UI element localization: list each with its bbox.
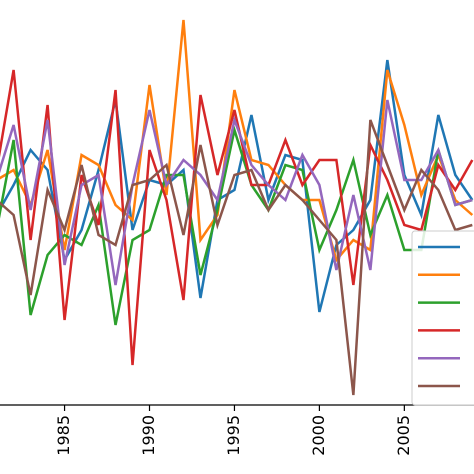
- series-line: [0, 69, 474, 366]
- series-line: [0, 119, 473, 396]
- x-tick-label: 1995: [224, 415, 243, 456]
- plot-area: [0, 19, 474, 396]
- x-tick-label: 2005: [394, 415, 413, 456]
- series-line: [0, 19, 474, 263]
- series-line: [0, 99, 473, 286]
- x-tick-label: 1990: [139, 415, 158, 456]
- x-tick-label: 2000: [309, 415, 328, 456]
- legend: [411, 230, 474, 406]
- series-line: [0, 125, 473, 326]
- series-line: [0, 59, 474, 313]
- legend-box: [411, 230, 474, 406]
- x-tick-label: 1985: [54, 415, 73, 456]
